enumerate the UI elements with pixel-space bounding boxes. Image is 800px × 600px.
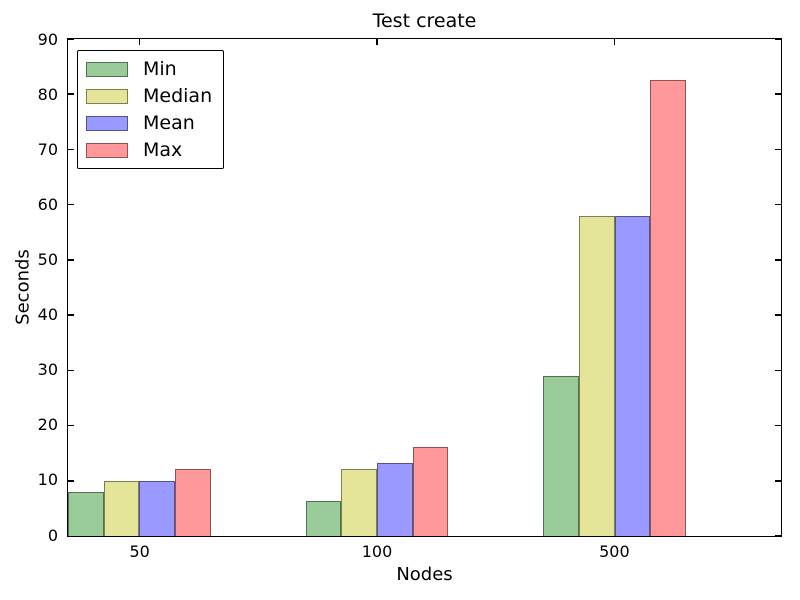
y-tick-label: 10 <box>37 470 58 490</box>
bar-median-50 <box>103 480 140 536</box>
bar-max-100 <box>412 446 449 536</box>
bar-mean-500 <box>614 215 651 536</box>
y-tick-label: 90 <box>37 29 58 49</box>
legend: Min Median Mean Max <box>77 50 224 169</box>
chart-title: Test create <box>372 10 477 32</box>
legend-swatch-mean <box>86 116 128 131</box>
y-tick-label: 60 <box>37 194 58 214</box>
y-tick <box>775 369 781 372</box>
y-tick <box>775 203 781 206</box>
x-axis-label: Nodes <box>396 564 453 585</box>
y-tick <box>68 369 74 372</box>
bar-max-50 <box>174 468 211 536</box>
bar-min-50 <box>68 491 104 536</box>
legend-row: Median <box>86 83 217 110</box>
y-tick <box>68 203 74 206</box>
y-tick-label: 20 <box>37 415 58 435</box>
legend-swatch-min <box>86 62 128 77</box>
y-tick <box>775 148 781 151</box>
y-tick <box>68 424 74 427</box>
y-tick <box>775 259 781 261</box>
y-tick <box>775 480 781 482</box>
bar-median-100 <box>341 469 377 536</box>
y-tick <box>775 93 781 95</box>
y-tick <box>68 93 74 95</box>
bar-max-500 <box>650 80 686 536</box>
x-tick-label: 100 <box>361 542 393 561</box>
y-tick <box>68 480 74 482</box>
y-tick-label: 80 <box>37 84 58 104</box>
legend-swatch-median <box>86 89 128 104</box>
legend-swatch-max <box>86 143 128 158</box>
y-tick <box>68 314 74 316</box>
y-tick-label: 70 <box>37 139 58 159</box>
bar-mean-100 <box>376 462 413 536</box>
x-tick <box>376 39 378 45</box>
bar-min-500 <box>543 375 579 536</box>
legend-row: Min <box>86 56 217 83</box>
x-tick-label: 500 <box>599 542 630 561</box>
bar-median-500 <box>578 215 615 536</box>
y-tick <box>775 535 781 537</box>
legend-label-min: Min <box>143 58 177 80</box>
bar-mean-50 <box>139 480 175 536</box>
y-tick-label: 30 <box>37 360 58 380</box>
x-tick-label: 50 <box>129 542 150 561</box>
y-tick <box>775 314 781 316</box>
x-tick <box>138 39 141 45</box>
bar-min-100 <box>305 500 342 536</box>
legend-label-mean: Mean <box>143 112 195 134</box>
legend-label-max: Max <box>143 139 183 161</box>
y-tick <box>775 38 781 40</box>
y-tick <box>68 38 74 40</box>
y-tick <box>68 148 74 151</box>
y-tick <box>68 535 74 537</box>
y-tick <box>775 424 781 427</box>
legend-row: Max <box>86 137 217 164</box>
legend-label-median: Median <box>143 85 213 107</box>
y-tick-label: 50 <box>37 249 58 269</box>
plot-area: Min Median Mean Max <box>67 38 782 537</box>
x-tick <box>613 39 616 45</box>
legend-row: Mean <box>86 110 217 137</box>
y-tick-label: 0 <box>47 525 58 545</box>
y-tick-label: 40 <box>37 305 58 325</box>
y-tick <box>68 259 74 261</box>
